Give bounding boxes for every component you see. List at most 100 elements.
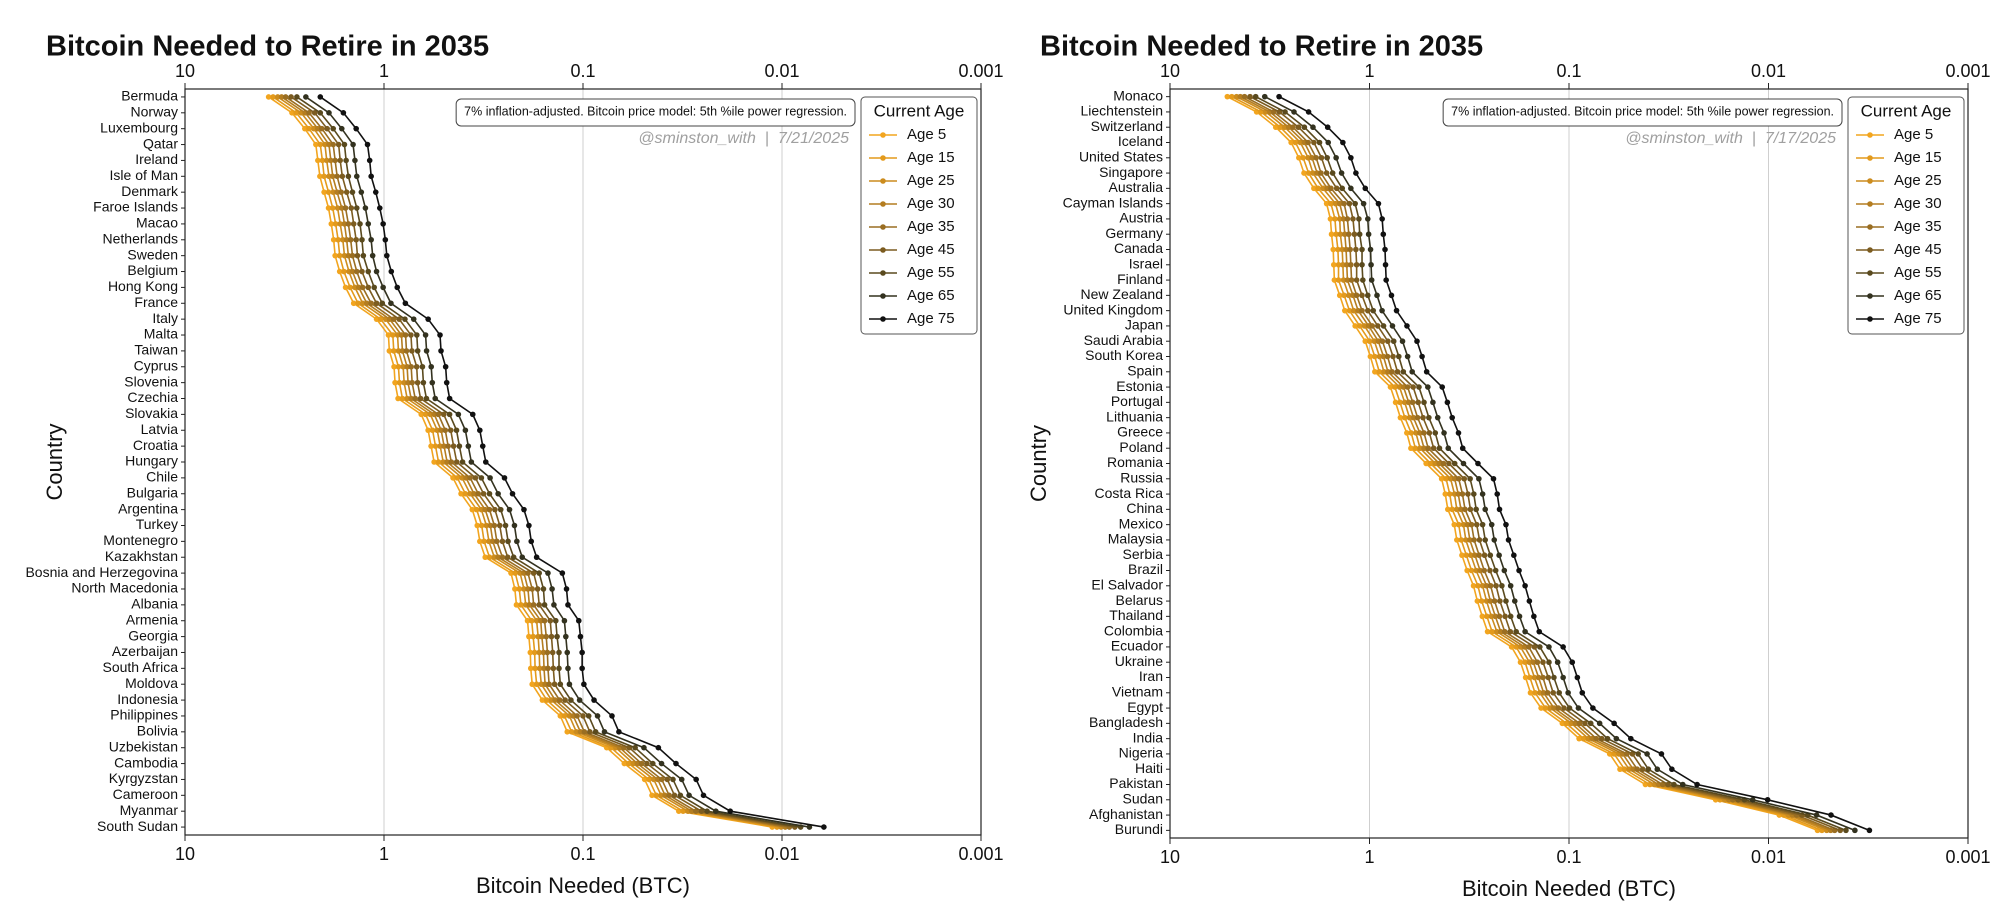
- data-point: [414, 332, 420, 338]
- data-point: [1487, 582, 1494, 589]
- data-point: [376, 205, 383, 211]
- legend-label: Age 65: [907, 287, 955, 304]
- data-point: [1574, 674, 1581, 681]
- y-tick-label: Lithuania: [1106, 408, 1163, 424]
- y-tick-label: Belgium: [127, 262, 178, 278]
- data-point: [408, 395, 414, 402]
- y-tick-label: Canada: [1114, 240, 1163, 256]
- data-point: [353, 268, 360, 275]
- data-point: [564, 649, 571, 656]
- data-point: [1458, 506, 1464, 513]
- y-tick-label: Switzerland: [1091, 118, 1163, 134]
- y-axis-label: Country: [42, 423, 67, 500]
- data-point: [353, 125, 359, 132]
- data-point: [524, 617, 531, 624]
- data-point: [1475, 582, 1481, 589]
- data-point: [1343, 261, 1350, 268]
- data-point: [1344, 277, 1351, 283]
- data-point: [1550, 689, 1557, 696]
- data-point: [1318, 170, 1324, 176]
- data-point: [1388, 292, 1395, 299]
- data-point: [332, 252, 338, 259]
- data-point: [1484, 613, 1490, 620]
- data-point: [1277, 124, 1284, 131]
- data-point: [1330, 246, 1337, 253]
- data-point: [396, 379, 403, 386]
- data-point: [1426, 414, 1432, 421]
- y-tick-label: Haiti: [1135, 760, 1163, 776]
- data-point: [441, 443, 447, 449]
- data-point: [1654, 766, 1661, 773]
- data-point: [372, 189, 379, 195]
- data-point: [1361, 323, 1368, 329]
- data-point: [1355, 307, 1361, 314]
- legend-marker: [1867, 293, 1873, 299]
- y-tick-label: South Sudan: [97, 818, 178, 834]
- data-point: [1348, 185, 1354, 192]
- data-point: [1379, 307, 1385, 314]
- data-point: [1492, 567, 1499, 574]
- data-point: [328, 157, 334, 164]
- data-point: [1382, 261, 1389, 268]
- data-point: [1479, 613, 1486, 620]
- data-point: [1478, 598, 1485, 604]
- data-point: [380, 284, 386, 291]
- data-point: [1392, 384, 1398, 390]
- data-point: [1300, 154, 1306, 161]
- data-point: [404, 395, 410, 402]
- data-point: [1526, 598, 1533, 604]
- legend-label: Age 55: [907, 264, 955, 281]
- data-point: [1576, 735, 1582, 742]
- data-point: [1389, 323, 1396, 329]
- data-point: [1371, 338, 1378, 345]
- data-point: [525, 570, 531, 576]
- data-point: [1535, 674, 1542, 681]
- data-point: [1447, 475, 1454, 482]
- data-point: [1491, 537, 1498, 543]
- y-tick-label: Italy: [152, 310, 178, 326]
- y-tick-label: Latvia: [141, 421, 179, 437]
- data-point: [646, 776, 652, 783]
- data-point: [313, 141, 319, 148]
- data-point: [444, 459, 450, 465]
- data-point: [1376, 368, 1383, 375]
- data-point: [511, 522, 518, 529]
- x-tick-label: 1: [379, 61, 389, 81]
- data-point: [698, 808, 705, 814]
- y-tick-label: Kyrgyzstan: [109, 770, 178, 786]
- data-point: [1392, 399, 1399, 406]
- data-point: [1477, 567, 1483, 574]
- data-point: [1328, 231, 1335, 238]
- data-point: [405, 379, 411, 386]
- data-point: [487, 475, 493, 481]
- y-tick-label: India: [1133, 729, 1164, 745]
- data-point: [1634, 766, 1641, 773]
- data-point: [1367, 353, 1374, 360]
- data-point: [561, 713, 568, 719]
- data-point: [410, 316, 417, 322]
- y-tick-label: Moldova: [125, 675, 178, 691]
- data-point: [1628, 735, 1634, 742]
- data-point: [349, 252, 356, 259]
- data-point: [282, 94, 289, 100]
- data-point: [423, 395, 430, 402]
- data-point: [821, 824, 827, 830]
- data-point: [1467, 506, 1474, 513]
- data-point: [510, 554, 517, 561]
- y-tick-label: Qatar: [143, 135, 178, 151]
- data-point: [565, 602, 571, 608]
- data-point: [1556, 689, 1562, 696]
- legend-marker: [880, 293, 886, 299]
- data-point: [368, 236, 374, 243]
- data-point: [1852, 827, 1858, 834]
- data-point: [1374, 292, 1380, 299]
- data-point: [332, 221, 339, 227]
- data-point: [1537, 644, 1543, 650]
- data-point: [1410, 414, 1417, 421]
- data-point: [1764, 796, 1771, 803]
- data-point: [1400, 384, 1407, 390]
- x-tick-label: 10: [175, 61, 195, 81]
- data-point: [552, 697, 558, 703]
- data-point: [581, 681, 587, 688]
- legend-marker: [1867, 224, 1873, 230]
